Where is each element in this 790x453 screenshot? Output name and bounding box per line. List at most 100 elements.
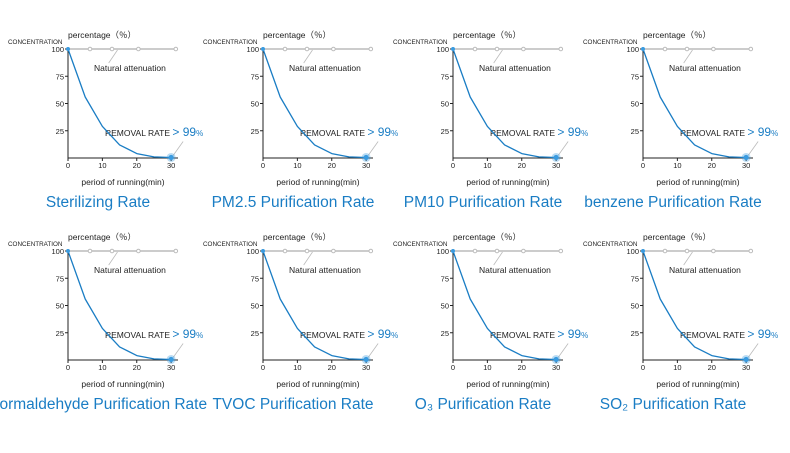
chart-panel: 25 50 75 100 0 10 20 30 CONCENTRATION percentage（… xyxy=(385,0,588,226)
x-tick-label: 20 xyxy=(518,161,526,170)
y-axis-label: CONCENTRATION xyxy=(203,241,258,248)
end-point xyxy=(168,356,174,363)
natural-attenuation-label: Natural attenuation xyxy=(289,63,361,73)
percentage-label: percentage（％） xyxy=(453,232,521,242)
removal-rate-unit: % xyxy=(581,129,588,138)
guide-marker xyxy=(521,248,526,254)
guide-marker xyxy=(662,46,668,52)
y-tick-label: 100 xyxy=(626,247,639,256)
y-tick-label: 25 xyxy=(441,329,449,338)
chart-title: Formaldehyde Purification Rate xyxy=(0,396,208,413)
guide-marker xyxy=(331,248,336,254)
x-tick-label: 10 xyxy=(98,363,106,372)
removal-rate-unit: % xyxy=(196,129,203,138)
chart-svg: 25 50 75 100 0 10 20 30 CONCENTRATION percentage（… xyxy=(583,232,778,389)
percentage-label: percentage（％） xyxy=(263,30,331,40)
guide-marker xyxy=(368,248,374,254)
removal-rate-label: REMOVAL RATE > 99% xyxy=(680,125,778,139)
y-tick-label: 75 xyxy=(441,72,449,81)
y-tick-label: 25 xyxy=(631,127,639,136)
x-tick-label: 0 xyxy=(66,363,70,372)
guide-marker xyxy=(87,248,93,254)
concentration-series-line xyxy=(452,250,557,361)
chart-title: SO₂ Purification Rate xyxy=(599,396,747,413)
removal-rate-label: REMOVAL RATE > 99% xyxy=(300,327,398,341)
removal-rate-label: REMOVAL RATE > 99% xyxy=(490,327,588,341)
concentration-series-line xyxy=(642,48,747,159)
y-tick-label: 100 xyxy=(436,45,449,54)
removal-leader-line xyxy=(747,343,759,358)
guide-marker xyxy=(711,248,716,254)
y-axis-label: CONCENTRATION xyxy=(203,39,258,46)
concentration-series-line xyxy=(262,250,367,361)
removal-rate-label: REMOVAL RATE > 99% xyxy=(490,125,588,139)
guide-marker xyxy=(173,46,179,52)
y-tick-label: 25 xyxy=(631,329,639,338)
x-axis-label: period of running(min) xyxy=(466,177,549,187)
guide-marker xyxy=(748,248,754,254)
natural-attenuation-label: Natural attenuation xyxy=(479,63,551,73)
y-tick-label: 50 xyxy=(631,100,639,109)
guide-marker xyxy=(662,248,668,254)
x-tick-label: 20 xyxy=(708,161,716,170)
natural-leader-line xyxy=(108,251,118,266)
natural-leader-line xyxy=(303,251,313,266)
y-tick-label: 50 xyxy=(441,302,449,311)
x-tick-label: 10 xyxy=(483,363,491,372)
removal-rate-value: > 99 xyxy=(172,125,196,139)
removal-rate-value: > 99 xyxy=(557,327,581,341)
y-axis-label: CONCENTRATION xyxy=(393,39,448,46)
removal-leader-line xyxy=(747,141,759,156)
x-axis-label: period of running(min) xyxy=(276,177,359,187)
x-tick-label: 20 xyxy=(708,363,716,372)
removal-rate-unit: % xyxy=(196,331,203,340)
end-point xyxy=(363,154,369,161)
removal-rate-unit: % xyxy=(771,129,778,138)
chart-title: PM10 Purification Rate xyxy=(403,194,563,211)
y-tick-label: 75 xyxy=(56,274,64,283)
chart-panel: 25 50 75 100 0 10 20 30 CONCENTRATION percentage（… xyxy=(385,202,588,428)
removal-rate-value: > 99 xyxy=(172,327,196,341)
natural-attenuation-label: Natural attenuation xyxy=(94,265,166,275)
guide-marker xyxy=(282,46,288,52)
x-tick-label: 10 xyxy=(673,161,681,170)
removal-rate-value: > 99 xyxy=(747,125,771,139)
x-tick-label: 20 xyxy=(133,161,141,170)
x-axis-label: period of running(min) xyxy=(466,379,549,389)
guide-marker xyxy=(494,248,500,254)
x-tick-label: 20 xyxy=(518,363,526,372)
start-point xyxy=(261,47,265,51)
y-tick-label: 75 xyxy=(631,274,639,283)
x-tick-label: 20 xyxy=(328,161,336,170)
chart-svg: 25 50 75 100 0 10 20 30 CONCENTRATION percentage（… xyxy=(203,232,398,389)
start-point xyxy=(641,47,645,51)
guide-marker xyxy=(136,46,141,52)
x-axis-label: period of running(min) xyxy=(81,379,164,389)
y-tick-label: 100 xyxy=(626,45,639,54)
y-tick-label: 100 xyxy=(51,45,64,54)
concentration-series-line xyxy=(262,48,367,159)
x-tick-label: 10 xyxy=(98,161,106,170)
x-tick-label: 0 xyxy=(261,363,265,372)
concentration-series-line xyxy=(642,250,747,361)
removal-leader-line xyxy=(557,343,569,358)
x-tick-label: 0 xyxy=(261,161,265,170)
guide-marker xyxy=(494,46,500,52)
end-point xyxy=(168,154,174,161)
x-tick-label: 0 xyxy=(641,161,645,170)
chart-panel: 25 50 75 100 0 10 20 30 CONCENTRATION percentage（… xyxy=(0,0,203,226)
end-point xyxy=(553,356,559,363)
y-axis-label: CONCENTRATION xyxy=(8,39,63,46)
x-tick-label: 20 xyxy=(328,363,336,372)
percentage-label: percentage（％） xyxy=(643,30,711,40)
guide-marker xyxy=(87,46,93,52)
start-point xyxy=(66,249,70,253)
x-tick-label: 30 xyxy=(167,363,175,372)
natural-attenuation-label: Natural attenuation xyxy=(94,63,166,73)
start-point xyxy=(641,249,645,253)
guide-marker xyxy=(109,248,115,254)
guide-marker xyxy=(684,248,690,254)
y-axis-label: CONCENTRATION xyxy=(583,241,638,248)
x-tick-label: 30 xyxy=(552,161,560,170)
